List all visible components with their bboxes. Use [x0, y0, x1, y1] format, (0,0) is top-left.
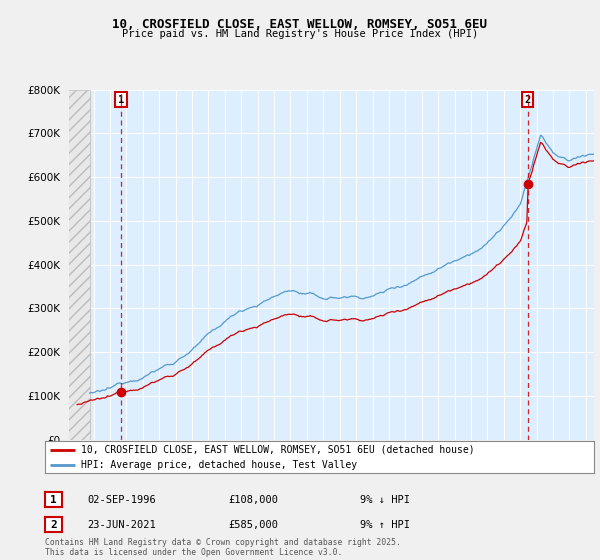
Text: 9% ↑ HPI: 9% ↑ HPI: [360, 520, 410, 530]
Text: 1: 1: [118, 95, 124, 105]
Bar: [67, 90, 89, 440]
Text: 02-SEP-1996: 02-SEP-1996: [87, 494, 156, 505]
Text: 23-JUN-2021: 23-JUN-2021: [87, 520, 156, 530]
Text: 1: 1: [50, 494, 57, 505]
Text: Contains HM Land Registry data © Crown copyright and database right 2025.
This d: Contains HM Land Registry data © Crown c…: [45, 538, 401, 557]
Text: 2: 2: [50, 520, 57, 530]
Text: HPI: Average price, detached house, Test Valley: HPI: Average price, detached house, Test…: [80, 460, 357, 470]
Text: 10, CROSFIELD CLOSE, EAST WELLOW, ROMSEY, SO51 6EU: 10, CROSFIELD CLOSE, EAST WELLOW, ROMSEY…: [113, 18, 487, 31]
Text: 10, CROSFIELD CLOSE, EAST WELLOW, ROMSEY, SO51 6EU (detached house): 10, CROSFIELD CLOSE, EAST WELLOW, ROMSEY…: [80, 445, 475, 455]
Text: £585,000: £585,000: [228, 520, 278, 530]
Text: £108,000: £108,000: [228, 494, 278, 505]
Text: Price paid vs. HM Land Registry's House Price Index (HPI): Price paid vs. HM Land Registry's House …: [122, 29, 478, 39]
Text: 9% ↓ HPI: 9% ↓ HPI: [360, 494, 410, 505]
Text: 2: 2: [524, 95, 531, 105]
